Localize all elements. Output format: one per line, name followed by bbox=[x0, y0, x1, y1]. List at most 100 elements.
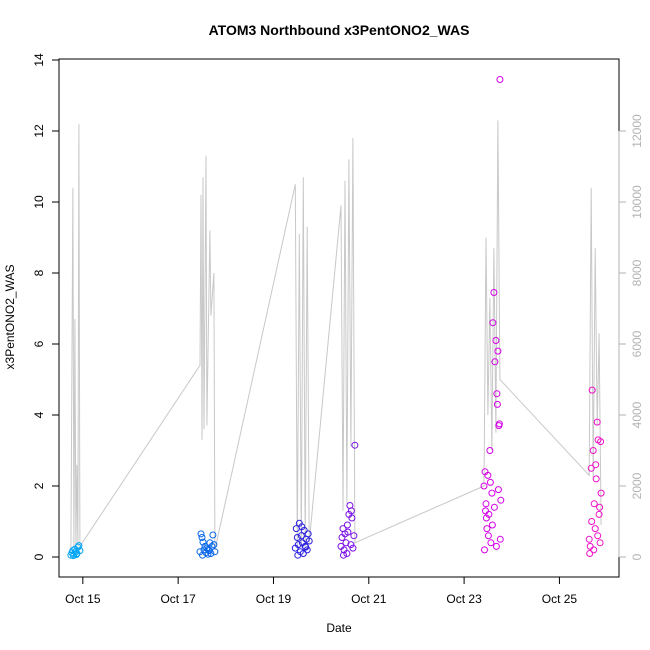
line-series bbox=[70, 120, 602, 551]
y2-tick-label: 2000 bbox=[630, 472, 644, 499]
data-point bbox=[496, 535, 504, 543]
data-point bbox=[592, 461, 600, 469]
data-point bbox=[486, 478, 494, 486]
x-tick-label: Oct 15 bbox=[65, 592, 101, 606]
data-point bbox=[588, 386, 596, 394]
line-series-layer bbox=[70, 120, 602, 551]
x-tick-label: Oct 21 bbox=[351, 592, 387, 606]
y-axis-right: 0 2000 4000 6000 8000 10000 12000 bbox=[618, 114, 644, 560]
y-tick-label: 0 bbox=[32, 553, 46, 560]
data-point bbox=[294, 551, 302, 559]
data-point bbox=[490, 289, 498, 296]
data-point bbox=[597, 438, 605, 446]
data-point bbox=[347, 541, 355, 549]
data-point bbox=[343, 521, 351, 529]
data-point bbox=[488, 489, 496, 497]
data-point bbox=[587, 464, 595, 472]
y-tick-label: 14 bbox=[32, 53, 46, 67]
data-point bbox=[588, 518, 596, 525]
y2-tick-label: 10000 bbox=[630, 185, 644, 219]
data-point bbox=[344, 528, 352, 536]
data-point bbox=[340, 551, 347, 559]
data-point bbox=[206, 539, 214, 547]
data-point bbox=[198, 534, 206, 541]
data-point bbox=[351, 441, 359, 449]
data-point bbox=[482, 500, 490, 508]
data-point bbox=[347, 507, 355, 515]
x-tick-label: Oct 23 bbox=[446, 592, 482, 606]
data-point bbox=[293, 534, 301, 541]
data-point bbox=[489, 319, 497, 327]
data-point bbox=[483, 525, 491, 533]
x-tick-label: Oct 25 bbox=[542, 592, 578, 606]
data-point bbox=[76, 547, 84, 555]
data-point bbox=[497, 496, 505, 504]
data-point bbox=[586, 542, 594, 550]
data-point bbox=[492, 337, 500, 344]
data-point bbox=[592, 475, 600, 483]
data-point bbox=[492, 542, 500, 550]
points-layer bbox=[67, 76, 605, 560]
y-axis-label: x3PentONO2_WAS bbox=[3, 265, 17, 370]
data-point bbox=[597, 489, 605, 497]
data-point bbox=[590, 500, 598, 508]
data-point bbox=[210, 541, 218, 549]
data-point bbox=[72, 551, 80, 558]
data-point bbox=[482, 507, 489, 515]
data-point bbox=[495, 420, 503, 428]
data-point bbox=[484, 532, 492, 540]
data-point bbox=[197, 530, 205, 538]
data-point bbox=[199, 551, 206, 559]
data-point bbox=[305, 537, 313, 545]
data-point bbox=[488, 521, 496, 529]
y-tick-label: 2 bbox=[32, 482, 46, 489]
data-point bbox=[298, 523, 306, 531]
data-point bbox=[484, 471, 492, 479]
data-point bbox=[487, 539, 495, 547]
data-point bbox=[593, 418, 601, 426]
data-point bbox=[294, 541, 302, 549]
data-point bbox=[493, 400, 501, 408]
data-point bbox=[494, 486, 502, 494]
data-point bbox=[204, 545, 212, 553]
data-point bbox=[496, 76, 504, 83]
plot-area-border bbox=[58, 58, 620, 578]
y-tick-label: 6 bbox=[32, 340, 46, 347]
data-point bbox=[481, 546, 488, 554]
data-point bbox=[494, 347, 502, 355]
y2-tick-label: 4000 bbox=[630, 401, 644, 428]
data-point bbox=[595, 510, 603, 518]
data-point bbox=[596, 539, 604, 547]
data-point bbox=[342, 539, 350, 547]
data-point bbox=[304, 530, 312, 538]
x-axis-label: Date bbox=[326, 621, 352, 635]
data-point bbox=[75, 542, 83, 550]
data-point bbox=[586, 550, 594, 557]
data-point bbox=[594, 532, 602, 540]
data-point bbox=[482, 514, 490, 522]
x-tick-label: Oct 17 bbox=[160, 592, 196, 606]
data-point bbox=[209, 531, 217, 539]
data-point bbox=[300, 526, 308, 534]
data-point bbox=[199, 538, 207, 546]
x-axis: Oct 15 Oct 17 Oct 19 Oct 21 Oct 23 Oct 25 bbox=[65, 577, 577, 606]
x-tick-label: Oct 19 bbox=[256, 592, 292, 606]
y-tick-label: 8 bbox=[32, 269, 46, 276]
data-point bbox=[348, 514, 356, 522]
chart-title: ATOM3 Northbound x3PentONO2_WAS bbox=[209, 22, 470, 38]
data-point bbox=[350, 532, 358, 540]
data-point bbox=[297, 532, 305, 540]
data-point bbox=[491, 358, 499, 366]
data-point bbox=[589, 447, 597, 454]
data-point bbox=[211, 548, 219, 556]
data-point bbox=[590, 546, 598, 554]
y-tick-label: 4 bbox=[32, 411, 46, 418]
y2-tick-label: 12000 bbox=[630, 114, 644, 148]
data-point bbox=[302, 543, 310, 551]
data-point bbox=[349, 544, 357, 552]
y2-tick-label: 8000 bbox=[630, 259, 644, 286]
data-point bbox=[596, 503, 604, 511]
y-axis-left: 0 2 4 6 8 10 12 14 bbox=[32, 53, 59, 560]
data-point bbox=[490, 503, 498, 511]
